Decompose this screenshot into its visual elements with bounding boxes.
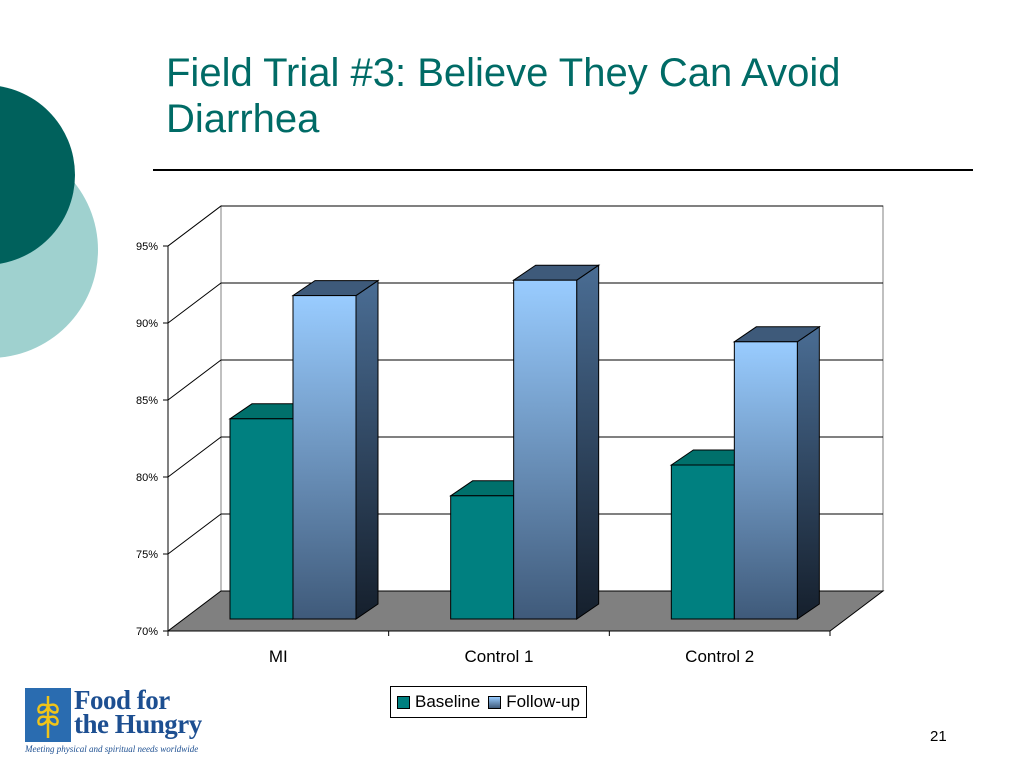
- food-for-the-hungry-logo-icon: [25, 688, 71, 742]
- title-divider: [153, 169, 973, 171]
- bar-front: [670, 464, 735, 620]
- y-tick-label: 85%: [136, 395, 158, 407]
- gridline: [167, 205, 883, 247]
- gridline: [167, 282, 883, 324]
- bar-front: [450, 495, 515, 620]
- gridline: [167, 513, 883, 555]
- bar-front: [229, 418, 294, 620]
- decor-circle-dark: [0, 86, 75, 264]
- logo-line-2: the Hungry: [74, 709, 202, 739]
- bar-front: [292, 295, 357, 620]
- y-tick-label: 75%: [136, 549, 158, 561]
- legend-swatch-baseline: [397, 695, 410, 709]
- bar-front: [513, 279, 578, 620]
- bar-front: [733, 341, 798, 620]
- x-tick-label: Control 1: [465, 647, 534, 666]
- chart-legend: Baseline Follow-up: [390, 686, 587, 718]
- legend-item-followup: Follow-up: [488, 692, 580, 712]
- slide-title: Field Trial #3: Believe They Can Avoid D…: [166, 51, 841, 141]
- logo-line-1: Food for: [74, 685, 170, 715]
- slide-number: 21: [930, 728, 947, 745]
- gridline: [167, 359, 883, 401]
- side-wall: [167, 204, 222, 633]
- bar-followup-1: [512, 264, 601, 620]
- x-tick-label: Control 2: [685, 647, 754, 666]
- bar-followup-0: [291, 279, 380, 620]
- bar-chart: 70% 75% 80% 85% 90% 95% MI Control 1 Control 2: [136, 204, 885, 666]
- bar-side: [576, 264, 600, 620]
- bar-side: [796, 325, 820, 620]
- gridline: [167, 436, 883, 478]
- legend-label-followup: Follow-up: [506, 692, 580, 711]
- logo-wordmark: Food for the Hungry: [74, 685, 202, 739]
- decorative-circles: [0, 86, 98, 358]
- legend-swatch-followup: [488, 695, 502, 709]
- legend-item-baseline: Baseline: [397, 692, 480, 712]
- bar-followup-2: [732, 325, 821, 620]
- y-tick-label: 70%: [136, 626, 158, 638]
- logo-tagline: Meeting physical and spiritual needs wor…: [25, 744, 199, 754]
- x-tick-label: MI: [269, 647, 288, 666]
- legend-label-baseline: Baseline: [415, 692, 481, 711]
- y-tick-label: 95%: [136, 241, 158, 253]
- y-tick-label: 80%: [136, 472, 158, 484]
- y-tick-label: 90%: [136, 318, 158, 330]
- bar-side: [355, 279, 379, 620]
